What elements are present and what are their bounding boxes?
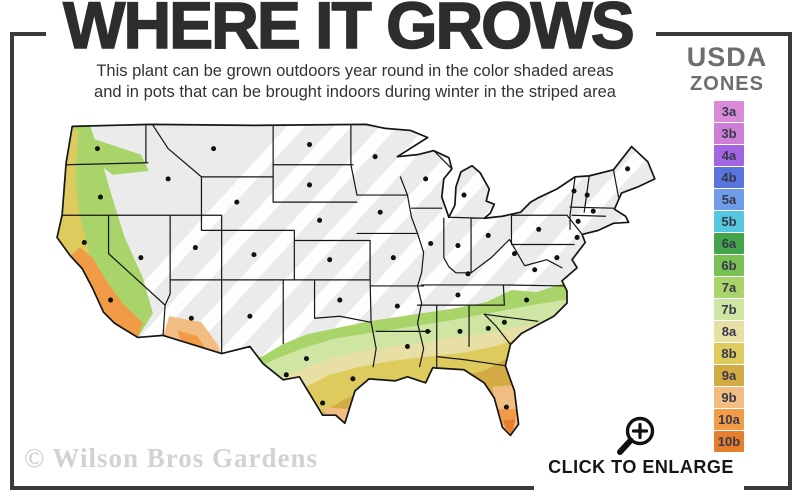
map-dot xyxy=(485,232,491,238)
zone-swatch-9b: 9b xyxy=(714,387,744,408)
map-dot xyxy=(457,328,463,334)
map-dot xyxy=(306,182,313,188)
map-dot xyxy=(327,257,333,263)
map-dot xyxy=(247,313,253,319)
zone-swatch-6b: 6b xyxy=(714,255,744,276)
map-dot xyxy=(350,376,356,382)
map-dot xyxy=(251,252,257,258)
map-dot xyxy=(303,356,309,362)
zone-patches-9b xyxy=(163,316,519,436)
frame-top-left-line xyxy=(10,32,46,36)
map-dot xyxy=(94,146,100,152)
zone-swatch-3a: 3a xyxy=(714,101,744,122)
watermark: © Wilson Bros Gardens xyxy=(24,443,318,473)
map-dot xyxy=(317,217,323,223)
frame-left-line xyxy=(10,32,14,490)
page-title: WHERE IT GROWS xyxy=(62,0,635,62)
zone-swatch-8b: 8b xyxy=(714,343,744,364)
subtitle-line-1: This plant can be grown outdoors year ro… xyxy=(96,62,614,80)
zone-swatch-8a: 8a xyxy=(714,321,744,342)
zone-swatch-5b: 5b xyxy=(714,211,744,232)
zone-swatch-3b: 3b xyxy=(714,123,744,144)
map-dot xyxy=(501,319,507,325)
map-dot xyxy=(234,199,240,205)
state-borders xyxy=(61,124,620,369)
usa-zone-map[interactable] xyxy=(52,116,670,470)
california-coast-orange xyxy=(70,247,143,338)
magnifier-plus-icon[interactable] xyxy=(612,411,660,459)
map-dot xyxy=(574,234,580,240)
zone-swatch-4b: 4b xyxy=(714,167,744,188)
map-dot xyxy=(485,325,491,331)
zone-swatch-6a: 6a xyxy=(714,233,744,254)
map-dot xyxy=(138,255,144,261)
map-fill-layers xyxy=(57,124,655,436)
zone-swatch-10b: 10b xyxy=(714,431,744,452)
map-dot xyxy=(320,400,326,406)
map-dot xyxy=(465,271,471,277)
map-dot xyxy=(306,142,313,148)
map-dot xyxy=(211,146,217,152)
map-dots xyxy=(81,142,631,410)
map-dot xyxy=(575,218,581,224)
zone-swatch-9a: 9a xyxy=(714,365,744,386)
map-dot xyxy=(337,297,343,303)
zone-patch-10b-florida-tip xyxy=(503,419,516,435)
map-dot xyxy=(455,243,461,249)
map-dot xyxy=(377,209,383,215)
map-dot xyxy=(571,188,577,194)
frame-bottom-right-line xyxy=(744,486,792,490)
map-dot xyxy=(165,176,171,182)
map-dot xyxy=(423,176,429,182)
frame-bottom-left-line xyxy=(10,486,534,490)
map-dot xyxy=(590,208,596,214)
map-dot xyxy=(461,192,467,198)
zone-swatch-7a: 7a xyxy=(714,277,744,298)
map-dot xyxy=(97,194,103,200)
map-dot xyxy=(192,245,198,251)
legend-title: USDA ZONES xyxy=(686,42,768,95)
columbia-basin-green xyxy=(92,138,149,175)
map-dot xyxy=(81,239,87,246)
subtitle-line-2: and in pots that can be brought indoors … xyxy=(94,82,616,101)
map-dot xyxy=(404,343,410,350)
map-dot xyxy=(511,251,518,257)
map-dot xyxy=(283,372,289,378)
frame-top-right-line xyxy=(656,32,792,36)
zone-swatch-10a: 10a xyxy=(714,409,744,430)
map-dot xyxy=(503,404,509,410)
west-coast-green-strip xyxy=(57,126,153,338)
map-dot xyxy=(532,267,538,273)
zone-swatch-4a: 4a xyxy=(714,145,744,166)
map-dot xyxy=(428,240,434,247)
map-dot xyxy=(625,166,631,172)
map-dot xyxy=(188,315,194,321)
legend-title-zones: ZONES xyxy=(690,73,764,95)
frame-right-line xyxy=(788,32,792,490)
map-dot xyxy=(584,192,590,198)
map-dot xyxy=(394,303,400,309)
map-dot xyxy=(536,226,542,232)
map-dot xyxy=(372,154,378,160)
zone-swatch-7b: 7b xyxy=(714,299,744,320)
map-dot xyxy=(425,328,431,334)
map-dot xyxy=(524,297,530,303)
legend-title-usda: USDA xyxy=(686,42,768,72)
map-dot xyxy=(390,255,396,261)
map-dot xyxy=(108,297,114,303)
map-dot xyxy=(455,292,461,298)
subtitle: This plant can be grown outdoors year ro… xyxy=(55,61,655,102)
map-dot xyxy=(554,255,560,261)
zone-list: 3a 3b 4a 4b 5a 5b 6a 6b 7a 7b 8a 8b 9a 9b 10a 10b xyxy=(714,101,744,453)
zone-swatch-5a: 5a xyxy=(714,189,744,210)
click-to-enlarge-button[interactable]: CLICK TO ENLARGE xyxy=(548,457,734,477)
